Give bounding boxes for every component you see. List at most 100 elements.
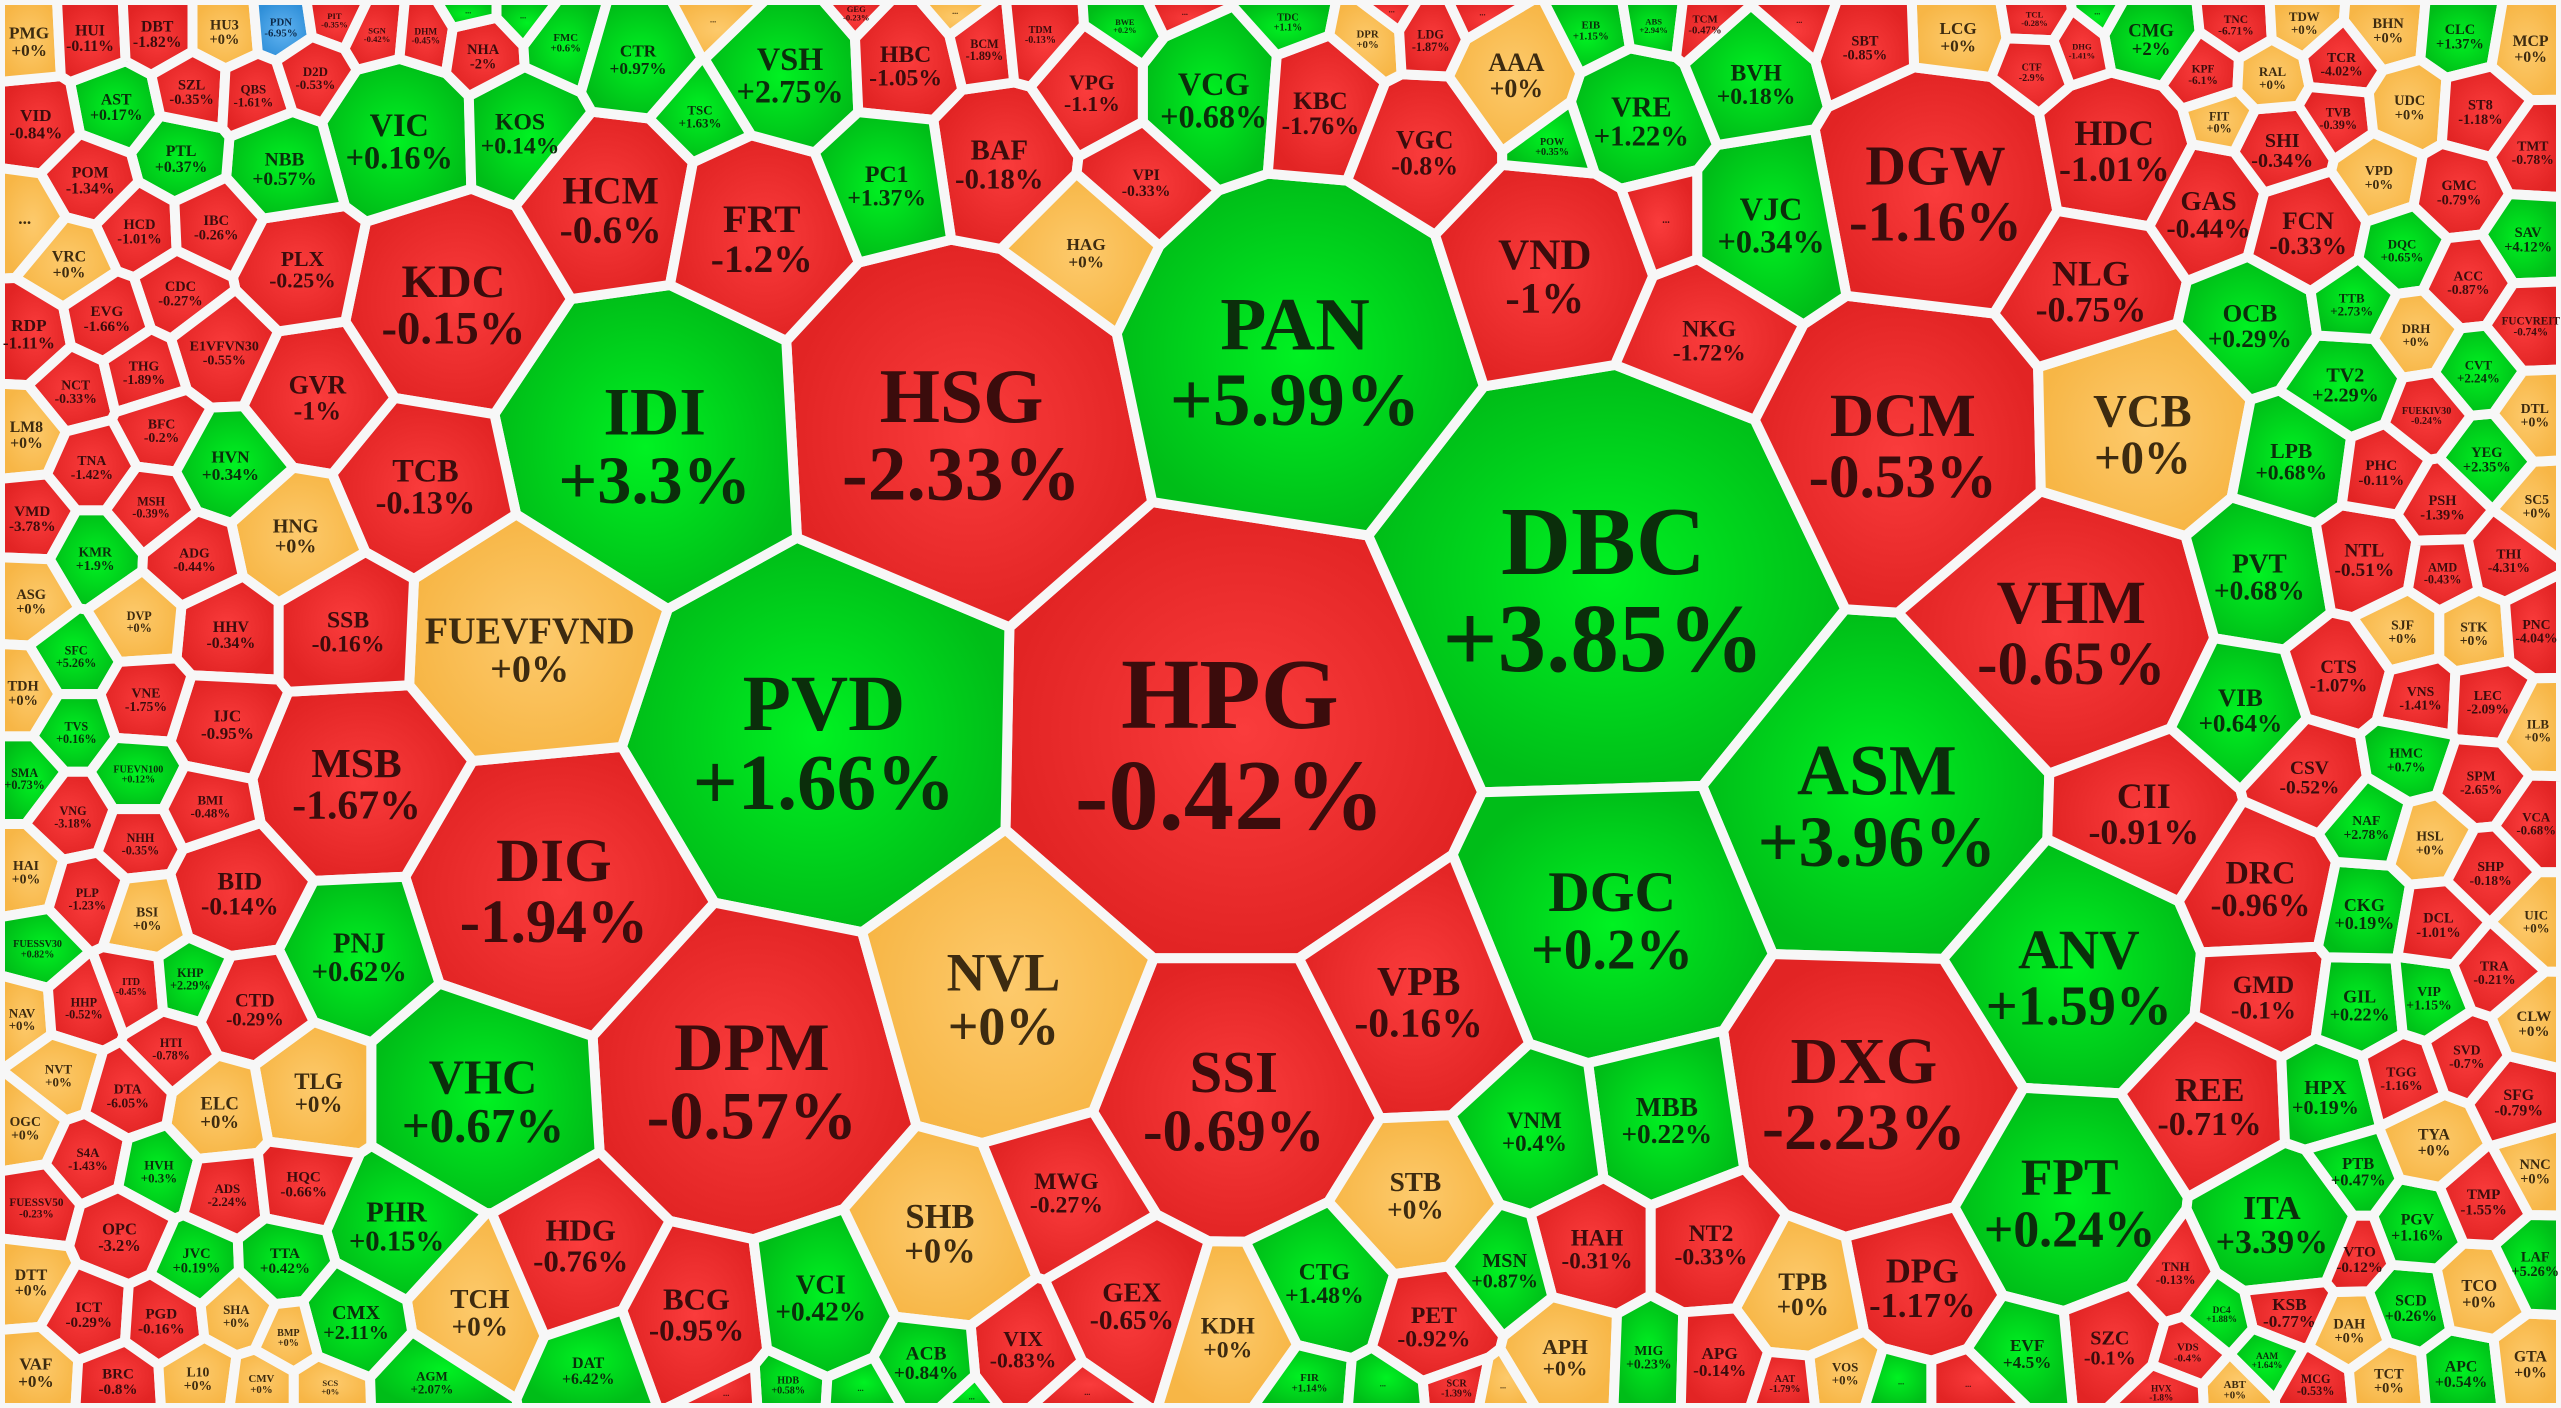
stock-cell[interactable]: VOS+0% — [1804, 1326, 1889, 1408]
stock-cell[interactable]: ... — [661, 1359, 763, 1408]
change-label: -0.7% — [2449, 1056, 2484, 1071]
change-label: +4.5% — [2003, 1353, 2051, 1372]
stock-cell[interactable]: BMP+0% — [249, 1296, 324, 1377]
change-label: -3.2% — [98, 1236, 141, 1255]
stock-cell[interactable]: DAT+6.42% — [511, 1305, 663, 1408]
stock-cell[interactable]: CSV-0.52% — [2235, 713, 2372, 839]
stock-cell[interactable]: NKG-1.72% — [1610, 254, 1809, 425]
stock-cell[interactable]: TCL-0.28% — [1995, 0, 2077, 46]
stock-cell[interactable]: NVL+0% — [857, 824, 1159, 1149]
stock-cell[interactable]: TDM-0.13% — [1001, 0, 1089, 92]
stock-cell[interactable]: ... — [431, 0, 502, 33]
stock-cell[interactable]: VHC+0.67% — [366, 978, 605, 1219]
change-label: +0% — [210, 32, 240, 48]
stock-cell[interactable]: DCL-1.01% — [2392, 876, 2495, 970]
stock-cell[interactable]: MWG-0.27% — [977, 1106, 1162, 1285]
stock-cell[interactable]: ... — [1744, 0, 1843, 67]
change-label: -0.55% — [203, 354, 246, 369]
stock-cell[interactable]: HBC-1.05% — [850, 0, 968, 125]
stock-cell[interactable]: ... — [820, 1352, 908, 1408]
change-label: +0% — [2403, 335, 2430, 349]
stock-cell[interactable]: UIC+0% — [2485, 867, 2561, 977]
ticker-label: SJF — [2391, 617, 2414, 632]
cell-shape-down — [661, 1359, 763, 1408]
ticker-label: APC — [2445, 1358, 2477, 1375]
ticker-label: VRC — [52, 248, 86, 265]
stock-cell[interactable]: SZL-0.35% — [146, 46, 231, 134]
ticker-label: HVH — [144, 1159, 173, 1173]
stock-cell[interactable]: DGC+0.2% — [1447, 780, 1778, 1069]
stock-cell[interactable]: ... — [1473, 1343, 1542, 1408]
ticker-label: FUEVFVND — [425, 610, 635, 652]
stock-cell[interactable]: ... — [665, 0, 771, 65]
change-label: -0.13% — [1025, 35, 1056, 46]
stock-cell[interactable]: ... — [913, 0, 1003, 41]
change-label: +0% — [2365, 177, 2393, 192]
change-label: -0.51% — [2334, 560, 2394, 581]
ticker-label: CMX — [332, 1302, 380, 1324]
stock-cell[interactable]: ... — [1342, 1342, 1431, 1408]
stock-cell[interactable]: PC1+1.37% — [809, 107, 957, 268]
stock-cell[interactable]: ... — [1926, 1343, 2034, 1408]
stock-cell[interactable]: POW+0.35% — [1497, 96, 1600, 179]
stock-cell[interactable]: PAN+5.99% — [1111, 168, 1489, 541]
ticker-label: DGC — [1548, 861, 1676, 924]
stock-cell[interactable]: CTF-2.9% — [1986, 33, 2076, 118]
stock-cell[interactable]: HAG+0% — [995, 168, 1165, 339]
stock-cell[interactable]: VPB-0.16% — [1293, 849, 1535, 1124]
stock-cell[interactable]: EVF+4.5% — [1962, 1290, 2078, 1408]
ticker-label: PSH — [2428, 493, 2456, 509]
change-label: -2.09% — [2467, 701, 2509, 716]
stock-cell[interactable]: DTA-6.05% — [79, 1036, 177, 1144]
stock-cell[interactable]: TCT+0% — [2343, 1337, 2431, 1408]
cell-shape-down — [2102, 1360, 2209, 1408]
stock-cell[interactable]: GEG-0.23% — [817, 0, 897, 43]
stock-cell[interactable]: ... — [1353, 0, 1423, 36]
stock-cell[interactable]: ... — [1141, 0, 1239, 43]
stock-cell[interactable]: MIG+0.23% — [1608, 1290, 1689, 1408]
stock-cell[interactable]: FUEKIV30-0.24% — [2379, 367, 2476, 465]
stock-cell[interactable]: VAF+0% — [0, 1321, 84, 1408]
stock-cell[interactable]: MBB+0.22% — [1583, 1025, 1750, 1211]
stock-cell[interactable]: ICT-0.29% — [35, 1258, 134, 1365]
stock-cell[interactable]: VIC+0.16% — [317, 53, 477, 227]
stock-cell[interactable]: ABT+0% — [2197, 1349, 2281, 1408]
stock-cell[interactable]: ... — [1442, 0, 1539, 45]
stock-cell[interactable]: DPM-0.57% — [587, 897, 922, 1245]
stock-cell[interactable]: HVX-1.8% — [2102, 1360, 2209, 1408]
change-label: +0% — [2395, 107, 2425, 123]
change-label: -0.76% — [533, 1243, 628, 1278]
stock-cell[interactable]: BMI-0.48% — [158, 760, 266, 855]
stock-cell[interactable]: ... — [2065, 0, 2129, 41]
stock-cell[interactable]: BWE+0.2% — [1077, 0, 1170, 70]
stock-cell[interactable]: TCM-0.47% — [1671, 0, 1756, 70]
stock-cell[interactable]: D2D-0.53% — [271, 32, 362, 128]
ticker-label: GEX — [1102, 1278, 1161, 1308]
ticker-label: UDC — [2394, 93, 2425, 109]
change-label: -0.16% — [138, 1322, 185, 1338]
stock-cell[interactable]: HSG-2.33% — [781, 234, 1158, 633]
stock-cell[interactable]: HUI-0.11% — [52, 0, 131, 88]
stock-cell[interactable]: ... — [934, 1370, 1006, 1408]
stock-cell[interactable]: BSI+0% — [97, 868, 194, 962]
change-label: -0.16% — [1354, 1001, 1483, 1047]
stock-cell[interactable]: GTA+0% — [2488, 1308, 2561, 1408]
stock-cell[interactable]: SGN-0.42% — [339, 0, 410, 75]
stock-cell[interactable]: AAT-1.79% — [1744, 1346, 1821, 1408]
stock-cell[interactable]: MSN+0.87% — [1443, 1199, 1558, 1342]
stock-cell[interactable]: ... — [1616, 165, 1703, 281]
stock-cell[interactable]: ... — [491, 0, 564, 51]
stock-cell[interactable]: PMG+0% — [0, 0, 66, 87]
change-label: +6.42% — [562, 1371, 614, 1388]
ticker-label: HHP — [71, 995, 98, 1009]
stock-cell[interactable]: DCM-0.53% — [1749, 290, 2046, 618]
stock-cell[interactable]: IDI+3.3% — [489, 280, 802, 614]
stock-cell[interactable]: ... — [1024, 1355, 1156, 1408]
stock-cell[interactable]: DTL+0% — [2488, 364, 2561, 467]
stock-cell[interactable]: VJC+0.34% — [1692, 124, 1852, 330]
change-label: -0.23% — [19, 1208, 54, 1220]
stock-cell[interactable]: KDC-0.15% — [340, 183, 577, 420]
stock-cell[interactable]: FIT+0% — [2177, 85, 2261, 157]
change-label: -1.17% — [1869, 1287, 1975, 1325]
stock-cell[interactable]: FUEVFVND+0% — [404, 509, 673, 766]
